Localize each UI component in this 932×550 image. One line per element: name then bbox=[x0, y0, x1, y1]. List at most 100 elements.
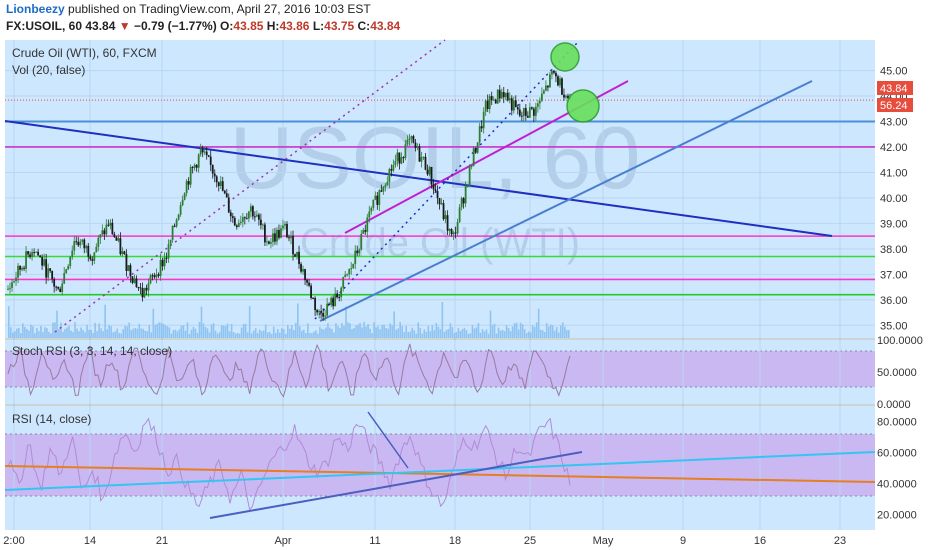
volume-bar bbox=[427, 326, 430, 338]
channel-line-lower[interactable] bbox=[314, 41, 579, 320]
rsi-cyan-trend[interactable] bbox=[4, 451, 876, 491]
price-tick-label: 35.00 bbox=[880, 320, 908, 332]
candle-body bbox=[125, 254, 128, 271]
candle-body bbox=[163, 257, 166, 267]
rsi-legend[interactable]: RSI (14, close) bbox=[12, 412, 92, 426]
candle-body bbox=[15, 277, 17, 282]
candle-body bbox=[29, 254, 31, 257]
candle-body bbox=[422, 156, 425, 158]
volume-bar bbox=[527, 331, 530, 338]
candle-body bbox=[47, 268, 50, 278]
candle-body bbox=[25, 251, 27, 269]
volume-bar bbox=[357, 324, 359, 338]
candle-body bbox=[235, 225, 238, 228]
volume-bar bbox=[457, 328, 460, 338]
candle-body bbox=[543, 90, 545, 94]
candle-body bbox=[251, 206, 254, 217]
volume-bar bbox=[321, 328, 323, 338]
volume-bar bbox=[212, 323, 215, 338]
volume-bar bbox=[106, 329, 108, 338]
volume-legend[interactable]: Vol (20, false) bbox=[12, 63, 86, 77]
volume-bar bbox=[365, 326, 367, 338]
candle-body bbox=[561, 78, 563, 95]
volume-bar bbox=[120, 333, 122, 338]
volume-bar bbox=[541, 330, 544, 338]
candle-body bbox=[147, 283, 150, 291]
candle-body bbox=[448, 229, 451, 231]
volume-bar bbox=[80, 327, 82, 338]
volume-bar bbox=[48, 331, 50, 338]
stoch-legend[interactable]: Stoch RSI (3, 3, 14, 14, close) bbox=[12, 344, 173, 358]
volume-bar bbox=[311, 333, 313, 338]
volume-bar bbox=[286, 324, 289, 338]
candle-body bbox=[432, 184, 435, 190]
candle-body bbox=[436, 191, 439, 199]
volume-bar bbox=[174, 329, 177, 338]
candle-body bbox=[476, 142, 479, 153]
candle-body bbox=[500, 91, 503, 99]
chart-canvas[interactable]: USOIL, 60 Crude Oil (WTI) 35.0036.0037.0… bbox=[0, 36, 932, 550]
main-pane[interactable] bbox=[5, 40, 875, 338]
volume-bar bbox=[264, 324, 267, 338]
target-circle-support[interactable] bbox=[566, 89, 600, 123]
candle-body bbox=[557, 76, 559, 86]
volume-bar bbox=[417, 322, 420, 338]
volume-bar bbox=[415, 333, 418, 338]
volume-bar bbox=[519, 322, 522, 338]
volume-bar bbox=[18, 327, 20, 338]
volume-bar bbox=[401, 326, 403, 338]
volume-bar bbox=[238, 333, 241, 338]
author-link[interactable]: Lionbeezy bbox=[6, 2, 65, 16]
candle-body bbox=[83, 239, 86, 249]
volume-bar bbox=[208, 332, 211, 338]
volume-bar bbox=[299, 326, 301, 338]
downtrend-line[interactable] bbox=[4, 120, 833, 237]
volume-bar bbox=[220, 325, 223, 338]
target-circle-top[interactable] bbox=[550, 42, 580, 72]
price-axis[interactable] bbox=[875, 36, 932, 550]
candle-body bbox=[65, 269, 68, 274]
rsi-orange-trend[interactable] bbox=[4, 465, 876, 483]
candle-body bbox=[320, 310, 323, 313]
volume-bar bbox=[565, 329, 568, 338]
volume-bar bbox=[487, 333, 490, 338]
volume-bar bbox=[236, 333, 239, 338]
volume-bar bbox=[533, 326, 536, 338]
price-tick-label: 45.00 bbox=[880, 66, 908, 78]
candle-body bbox=[35, 251, 37, 253]
price-tick-label: 39.00 bbox=[880, 218, 908, 230]
volume-bar bbox=[371, 333, 373, 338]
volume-bar bbox=[144, 330, 147, 338]
volume-bar bbox=[142, 328, 145, 338]
rsi-blue-trend[interactable] bbox=[209, 451, 583, 519]
volume-bar bbox=[443, 331, 446, 338]
volume-bar bbox=[521, 324, 524, 338]
volume-bar bbox=[345, 306, 347, 338]
time-axis[interactable] bbox=[0, 530, 932, 550]
main-legend[interactable]: Crude Oil (WTI), 60, FXCM bbox=[12, 46, 157, 60]
volume-bar bbox=[379, 329, 381, 338]
uptrend-line-blue[interactable] bbox=[319, 80, 813, 322]
volume-bar bbox=[305, 333, 307, 338]
candle-body bbox=[472, 148, 475, 166]
candle-body bbox=[282, 225, 284, 229]
volume-bar bbox=[180, 325, 183, 338]
volume-bar bbox=[98, 323, 100, 338]
open-value: 43.85 bbox=[233, 19, 264, 33]
rsi-short-trend[interactable] bbox=[367, 411, 409, 469]
volume-bar bbox=[555, 326, 558, 338]
time-tick-label: 25 bbox=[524, 535, 536, 547]
candle-body bbox=[284, 223, 286, 226]
volume-bar bbox=[24, 326, 26, 338]
candle-body bbox=[185, 181, 188, 194]
candle-body bbox=[149, 275, 152, 284]
volume-bar bbox=[170, 333, 173, 338]
candle-body bbox=[219, 181, 222, 186]
volume-bar bbox=[551, 325, 554, 338]
volume-bar bbox=[128, 322, 131, 338]
volume-bar bbox=[549, 324, 552, 338]
candle-body bbox=[59, 288, 62, 293]
time-tick-label: 11 bbox=[369, 535, 380, 547]
low-value: 43.75 bbox=[324, 19, 355, 33]
candle-body bbox=[171, 225, 174, 240]
